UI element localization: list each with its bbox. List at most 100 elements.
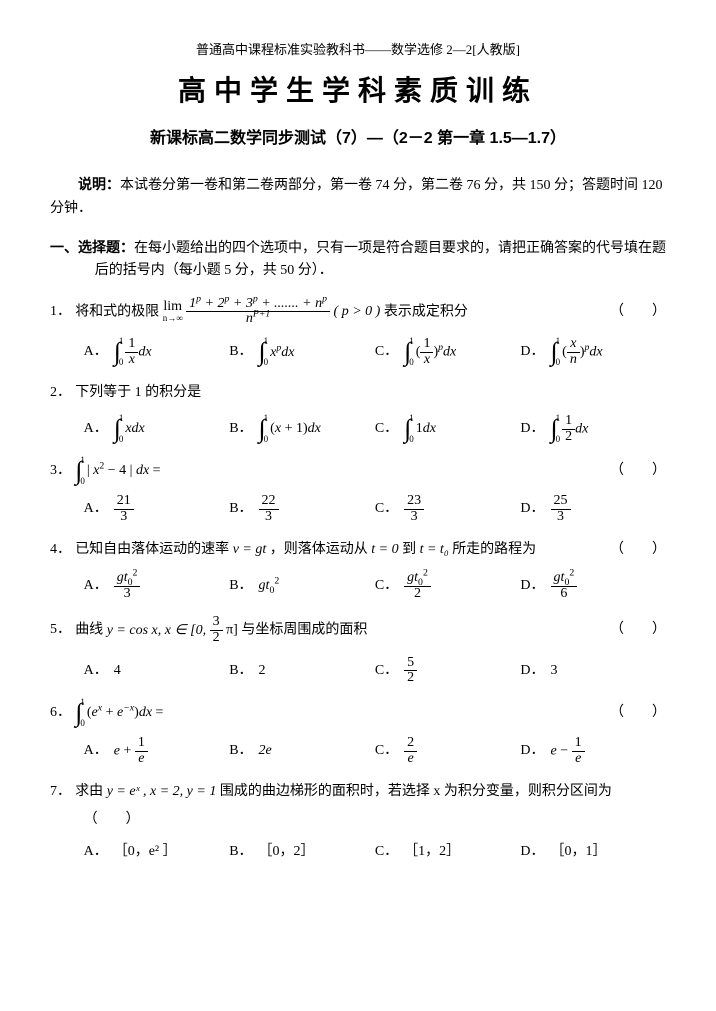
q6-option-a: A． e + 1e (84, 736, 230, 766)
q4-eq-t0: t = 0 (371, 542, 398, 557)
q1-option-a: A． ∫101xdx (84, 337, 230, 367)
section-1-label: 一、选择题： (50, 241, 134, 256)
answer-blank: （ ） (610, 702, 666, 724)
q4-stem-d: 所走的路程为 (449, 542, 537, 557)
q1-option-d: D． ∫10(xn)pdx (520, 337, 666, 367)
q5-curve: y = cos x, x ∈ [0, (107, 623, 206, 638)
q7c-val: ［1，2］ (404, 841, 460, 863)
q4a-den: 3 (114, 587, 141, 602)
q7-option-c: C． ［1，2］ (375, 841, 521, 863)
q3-option-d: D． 253 (520, 494, 666, 524)
q6-number: 6． (50, 702, 75, 724)
q7-stem: 求由 y = eˣ , x = 2, y = 1 围成的曲边梯形的面积时，若选择… (75, 781, 666, 803)
q4-stem: 已知自由落体运动的速率 v = gt ，则落体运动从 t = 0 到 t = t… (75, 539, 610, 561)
q4-eq-vgt: v = gt (233, 542, 267, 557)
q5d-val: 3 (551, 660, 558, 682)
q5-option-d: D．3 (520, 656, 666, 686)
q2-option-a: A． ∫10xdx (84, 414, 230, 444)
q3d-num: 25 (551, 494, 571, 510)
opt-label-a: A． (84, 740, 108, 762)
opt-label-d: D． (520, 841, 544, 863)
opt-label-c: C． (375, 841, 398, 863)
opt-label-b: B． (229, 841, 252, 863)
opt-label-a: A． (84, 418, 108, 440)
q6-option-b: B． 2e (229, 736, 375, 766)
page-subtitle: 新课标高二数学同步测试（7）—（2－2 第一章 1.5—1.7） (50, 126, 666, 152)
instructions-label: 说明： (78, 178, 120, 193)
page-title: 高中学生学科素质训练 (50, 69, 666, 114)
q6-option-c: C． 2e (375, 736, 521, 766)
q4-options: A． gt023 B． gt02 C． gt022 D． gt026 (50, 571, 666, 601)
q7-option-b: B．［0，2］ (229, 841, 375, 863)
q6-options: A． e + 1e B．2e C． 2e D． e − 1e (50, 736, 666, 766)
question-2: 2． 下列等于 1 的积分是 A． ∫10xdx B． ∫10(x + 1)dx… (50, 382, 666, 445)
section-1-body: 在每小题给出的四个选项中，只有一项是符合题目要求的，请把正确答案的代号填在题后的… (95, 241, 666, 278)
question-5: 5． 曲线 y = cos x, x ∈ [0, 32 π] 与坐标周围成的面积… (50, 615, 666, 686)
q1-stem-prefix: 将和式的极限 (75, 304, 159, 319)
q5-frac-den: 2 (210, 631, 223, 646)
answer-blank: （ ） (84, 812, 140, 827)
opt-label-c: C． (375, 498, 398, 520)
q4d-den: 6 (551, 587, 578, 602)
q5-stem-b: π] 与坐标周围成的面积 (226, 623, 367, 638)
q2-stem: 下列等于 1 的积分是 (75, 382, 666, 404)
q2-option-d: D． ∫1012dx (520, 414, 666, 444)
opt-label-c: C． (375, 341, 398, 363)
opt-label-b: B． (229, 341, 252, 363)
opt-label-a: A． (84, 498, 108, 520)
q4-stem-b: ，则落体运动从 (266, 542, 371, 557)
q5-option-b: B．2 (229, 656, 375, 686)
q6b-val: 2e (259, 740, 272, 762)
q5-option-c: C． 52 (375, 656, 521, 686)
opt-label-d: D． (520, 740, 544, 762)
q7d-val: ［0，1］ (551, 841, 607, 863)
q5-frac-num: 3 (210, 615, 223, 631)
q5a-val: 4 (114, 660, 121, 682)
opt-label-a: A． (84, 575, 108, 597)
q5-options: A．4 B．2 C． 52 D．3 (50, 656, 666, 686)
q3-options: A． 213 B． 223 C． 233 D． 253 (50, 494, 666, 524)
answer-blank: （ ） (610, 539, 666, 561)
q7-answer-blank-row: （ ） (50, 809, 666, 831)
opt-label-b: B． (229, 660, 252, 682)
opt-label-b: B． (229, 498, 252, 520)
q1-options: A． ∫101xdx B． ∫10xpdx C． ∫10(1x)pdx D． ∫… (50, 337, 666, 367)
q7-options: A．［0，e² ］ B．［0，2］ C．［1，2］ D．［0，1］ (50, 841, 666, 863)
book-series-header: 普通高中课程标准实验教科书——数学选修 2—2[人教版] (50, 40, 666, 61)
q5-stem: 曲线 y = cos x, x ∈ [0, 32 π] 与坐标周围成的面积 (75, 615, 610, 645)
opt-label-d: D． (520, 341, 544, 363)
q7-stem-a: 求由 (75, 784, 107, 799)
q2-options: A． ∫10xdx B． ∫10(x + 1)dx C． ∫101dx D． ∫… (50, 414, 666, 444)
q3a-num: 21 (114, 494, 134, 510)
q7-number: 7． (50, 781, 75, 803)
q3b-den: 3 (259, 510, 279, 525)
opt-label-c: C． (375, 660, 398, 682)
q4-option-c: C． gt022 (375, 571, 521, 601)
q3-option-c: C． 233 (375, 494, 521, 524)
q3-stem: ∫10| x2 − 4 | dx = (75, 458, 610, 484)
q5c-num: 5 (404, 656, 417, 672)
opt-label-b: B． (229, 418, 252, 440)
q7a-val: ［0，e² ］ (114, 841, 177, 863)
opt-label-d: D． (520, 575, 544, 597)
opt-label-c: C． (375, 575, 398, 597)
question-1: 1． 将和式的极限 limn→∞ 1p + 2p + 3p + ....... … (50, 297, 666, 368)
q1-stem: 将和式的极限 limn→∞ 1p + 2p + 3p + ....... + n… (75, 297, 610, 327)
opt-label-a: A． (84, 341, 108, 363)
q2-option-b: B． ∫10(x + 1)dx (229, 414, 375, 444)
opt-label-c: C． (375, 418, 398, 440)
q1-stem-suffix: 表示成定积分 (384, 304, 468, 319)
question-4: 4． 已知自由落体运动的速率 v = gt ，则落体运动从 t = 0 到 t … (50, 539, 666, 602)
q2-number: 2． (50, 382, 75, 404)
q6-stem: ∫10(ex + e−x)dx = (75, 700, 610, 726)
question-6: 6． ∫10(ex + e−x)dx = （ ） A． e + 1e B．2e … (50, 700, 666, 766)
answer-blank: （ ） (610, 619, 666, 641)
q3c-den: 3 (404, 510, 424, 525)
q5-number: 5． (50, 619, 75, 641)
q3c-num: 23 (404, 494, 424, 510)
opt-label-c: C． (375, 740, 398, 762)
opt-label-b: B． (229, 740, 252, 762)
opt-label-b: B． (229, 575, 252, 597)
q4-option-d: D． gt026 (520, 571, 666, 601)
q1-option-c: C． ∫10(1x)pdx (375, 337, 521, 367)
